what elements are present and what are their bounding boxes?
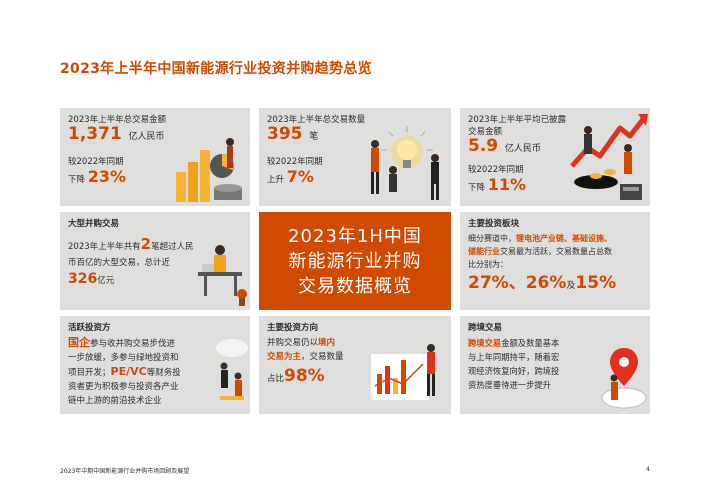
sectors-highlight: 锂电池产业链、基础设施、 [516,234,612,243]
card-heading-line-1: 2023年上半年平均已披露 [468,115,567,125]
coin-stack-icon [176,138,242,202]
total-count-unit: 笔 [309,132,319,142]
crossborder-text: 与上年同期持平，随着宏 [468,352,560,362]
direction-text: 并购交易仍以 [267,338,319,348]
total-value-change-word: 下降 [68,175,86,185]
total-count-change-word: 上升 [267,175,285,185]
card-avg-value: 2023年上半年平均已披露 交易金额 5.9 亿人民币 较2022年同期 下降 … [460,108,650,206]
card-heading: 跨境交易 [468,323,503,333]
chart-people-icon [371,344,435,400]
large-deals-amount: 326 [68,271,98,287]
large-deals-count: 2 [140,235,152,253]
card-total-value: 2023年上半年总交易金额 1,371 亿人民币 较2022年同期 下降 23% [60,108,250,206]
page-number: 4 [646,466,650,473]
investors-text: 等财务投 [146,368,181,378]
crossborder-text: 观经济恢复向好，跨境投 [468,366,560,376]
card-heading: 活跃投资方 [68,323,111,333]
total-value-unit: 亿人民币 [128,132,165,142]
people-lightbulb-icon [371,126,439,200]
investors-em-1: 国企 [68,336,90,349]
sector-sep: 及 [566,281,576,291]
direction-em: 境内 [318,338,336,348]
total-count-change: 7% [286,167,314,186]
center-line-3: 交易数据概览 [298,276,412,297]
avg-value-number: 5.9 [468,136,499,156]
card-heading: 主要投资板块 [468,219,520,229]
direction-pct: 98% [284,366,325,386]
avg-value-change-word: 下降 [468,183,486,193]
sectors-text: 交易最为活跃，交易数量占总数 [500,247,612,256]
direction-em: 交易为主 [267,352,302,362]
card-total-count: 2023年上半年总交易数量 395 笔 较2022年同期 上升 7% [259,108,451,206]
crossborder-text: 金额及数量基本 [501,338,560,348]
center-line-2: 新能源行业并购 [288,251,422,272]
crossborder-em: 跨境交易 [468,338,502,348]
investors-text: 参与收并购交易步伐进 [90,339,176,349]
sector-pct-1: 27% [468,273,509,293]
card-heading-line-2: 交易金额 [468,127,503,137]
sector-pct-2: 26% [525,273,567,293]
avg-value-compare: 较2022年同期 [468,165,524,175]
total-value-compare: 较2022年同期 [68,157,124,167]
cloud-people-icon [216,339,248,400]
large-deals-text: 币百亿的大型交易，总计近 [68,258,171,268]
card-large-deals: 大型并购交易 2023年上半年共有2笔超过人民 币百亿的大型交易，总计近 326… [60,212,250,310]
map-pin-icon [601,348,647,409]
sector-pct-3: 15% [575,273,617,293]
crossborder-text: 资热度垂待进一步提升 [468,380,551,390]
card-crossborder: 跨境交易 跨境交易金额及数量基本 与上年同期持平，随着宏 观经济恢复向好，跨境投… [460,316,650,414]
avg-value-unit: 亿人民币 [504,144,541,154]
card-investors: 活跃投资方 国企参与收并购交易步伐进 一步放缓，多参与绿地投资和 项目开发；PE… [60,316,250,414]
card-heading: 2023年上半年总交易金额 [68,115,167,125]
card-direction: 主要投资方向 并购交易仍以境内 交易为主，交易数量 占比98% [259,316,451,414]
direction-text: ，交易数量 [301,352,344,362]
sector-sep: 、 [508,273,526,293]
investors-text: 项目开发； [68,368,111,378]
direction-text: 占比 [267,374,285,384]
card-sectors: 主要投资板块 细分赛道中，锂电池产业链、基础设施、 储能行业交易最为活跃，交易数… [460,212,650,310]
investors-text: 链中上游的前沿技术企业 [68,396,162,406]
desk-worker-icon [198,245,247,306]
large-deals-text: 2023年上半年共有 [68,242,141,252]
sectors-text: 细分赛道中， [468,234,516,243]
large-deals-text: 笔超过人民 [151,242,194,252]
sectors-highlight: 储能行业 [468,247,500,256]
card-heading: 2023年上半年平均已披露 交易金额 [468,114,566,138]
large-deals-unit: 亿元 [97,276,115,286]
avg-value-change: 11% [487,175,527,194]
card-heading: 大型并购交易 [68,219,120,229]
sectors-text: 比分别为： [468,260,508,269]
total-count-compare: 较2022年同期 [267,157,323,167]
footer-text: 2023年中期中国新能源行业并购市场回顾及展望 [60,468,190,475]
page-title: 2023年上半年中国新能源行业投资并购趋势总览 [60,61,372,77]
investors-text: 一步放缓，多参与绿地投资和 [68,353,179,363]
total-value-change: 23% [87,167,127,186]
center-summary-banner: 2023年1H中国 新能源行业并购 交易数据概览 [259,212,451,310]
card-heading: 2023年上半年总交易数量 [267,115,366,125]
center-line-1: 2023年1H中国 [288,226,422,247]
total-count-number: 395 [267,124,303,144]
card-heading: 主要投资方向 [267,323,319,333]
investors-text: 资者更为积极参与投资各产业 [68,382,179,392]
arrow-chart-icon [570,114,648,200]
total-value-number: 1,371 [68,124,122,144]
investors-em-2: PE/VC [110,365,147,378]
